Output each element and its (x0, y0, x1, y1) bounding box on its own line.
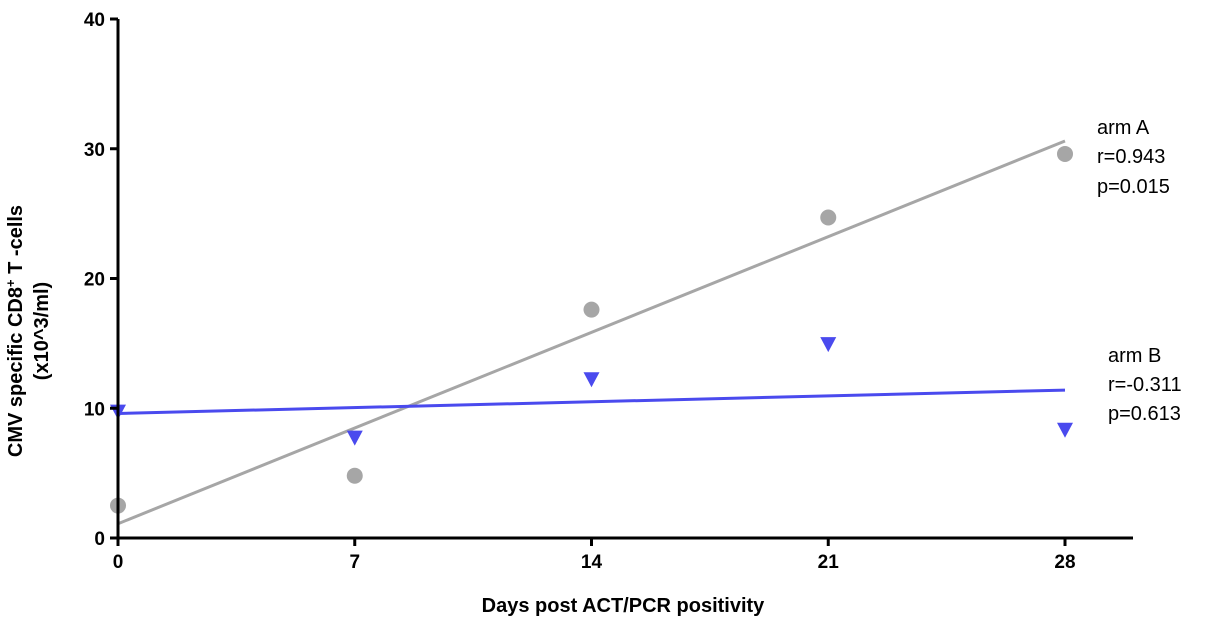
arm-b-fit-line (117, 388, 1066, 415)
arm-b-label: arm B (1108, 345, 1161, 367)
arm-a-r-value: r=0.943 (1097, 146, 1165, 168)
fit-lines (117, 139, 1066, 526)
y-axis-title-line2: (x10^3/ml) (31, 282, 53, 380)
axis-ticks: 0 10 20 30 40 0 7 14 21 28 (84, 10, 1076, 573)
arm-a-p-value: p=0.015 (1097, 176, 1170, 198)
y-tick-label: 30 (84, 140, 105, 161)
y-axis-title-line1: CMV specific CD8+ T -cells (3, 205, 27, 457)
data-points (110, 145, 1073, 514)
arm-b-point (346, 430, 363, 446)
x-tick-label: 14 (581, 552, 603, 573)
arm-b-point (583, 372, 600, 388)
arm-a-point (583, 301, 600, 318)
y-tick-label: 20 (84, 270, 105, 291)
arm-b-point (820, 337, 837, 353)
y-tick-label: 10 (84, 399, 105, 420)
arm-a-point (346, 467, 363, 484)
y-axis-title: CMV specific CD8+ T -cells (x10^3/ml) (3, 205, 53, 457)
arm-b-stats: arm B r=-0.311 p=0.613 (1108, 345, 1182, 425)
y-tick-label: 40 (84, 10, 105, 31)
arm-a-fit-line (117, 139, 1066, 526)
x-tick-label: 28 (1054, 552, 1075, 573)
arm-b-point (1057, 422, 1073, 438)
x-tick-label: 0 (113, 552, 124, 573)
x-tick-label: 21 (818, 552, 840, 573)
arm-a-label: arm A (1097, 117, 1150, 139)
arm-b-r-value: r=-0.311 (1108, 374, 1182, 396)
arm-a-point (820, 209, 837, 226)
y-tick-label: 0 (94, 529, 105, 550)
x-axis-title: Days post ACT/PCR positivity (482, 595, 766, 617)
arm-a-point (1057, 145, 1073, 162)
x-tick-label: 7 (349, 552, 360, 573)
arm-b-p-value: p=0.613 (1108, 403, 1181, 425)
arm-a-stats: arm A r=0.943 p=0.015 (1097, 117, 1170, 198)
